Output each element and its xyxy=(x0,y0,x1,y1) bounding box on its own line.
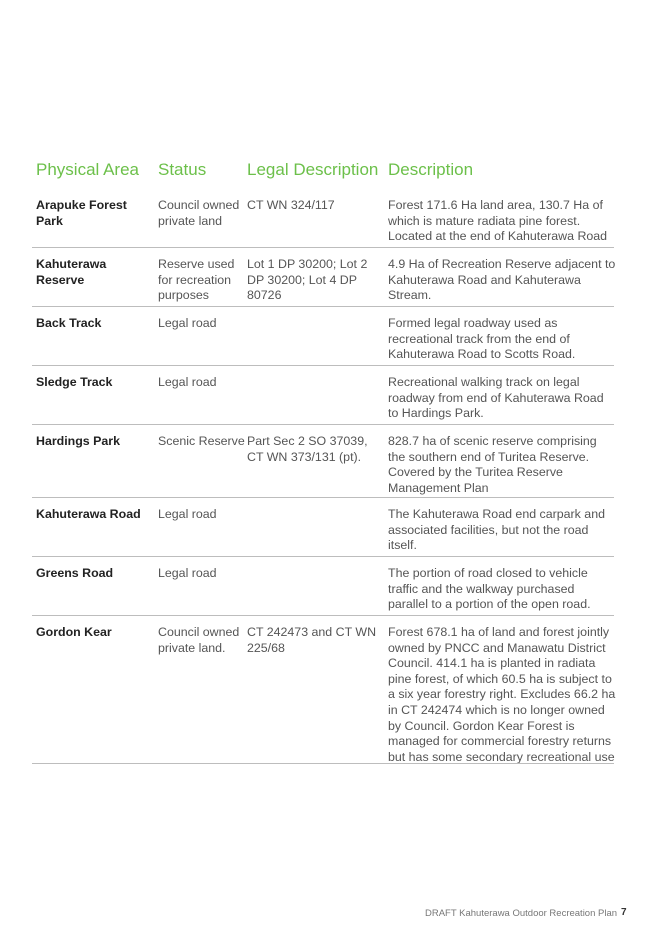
description-cell: 828.7 ha of scenic reserve comprising th… xyxy=(388,434,597,495)
status-cell: Council owned private land. xyxy=(158,625,240,655)
status-cell: Legal road xyxy=(158,375,217,389)
description-cell: The portion of road closed to vehicle tr… xyxy=(388,566,591,612)
physical-area-cell: Sledge Track xyxy=(36,375,113,389)
physical-area-cell: Kahuterawa Road xyxy=(36,507,141,521)
footer-title: DRAFT Kahuterawa Outdoor Recreation Plan xyxy=(425,908,618,919)
description-cell: The Kahuterawa Road end carpark and asso… xyxy=(388,507,605,553)
header-physical-area: Physical Area xyxy=(36,160,139,179)
legal-description-cell: CT WN 324/117 xyxy=(247,198,335,212)
description-cell: Recreational walking track on legal road… xyxy=(388,375,604,421)
status-cell: Reserve used for recreation purposes xyxy=(158,257,235,303)
status-cell: Legal road xyxy=(158,507,217,521)
header-status: Status xyxy=(158,160,207,179)
description-cell: 4.9 Ha of Recreation Reserve adjacent to… xyxy=(388,257,616,303)
legal-description-cell: Lot 1 DP 30200; Lot 2 DP 30200; Lot 4 DP… xyxy=(247,257,368,303)
row-divider xyxy=(32,497,614,498)
status-cell: Council owned private land xyxy=(158,198,240,228)
physical-area-cell: Hardings Park xyxy=(36,434,121,448)
physical-area-cell: Gordon Kear xyxy=(36,625,112,639)
row-divider xyxy=(32,615,614,616)
row-divider xyxy=(32,763,614,764)
physical-area-cell: Greens Road xyxy=(36,566,114,580)
header-description: Description xyxy=(388,160,474,179)
status-cell: Scenic Reserve xyxy=(158,434,245,448)
physical-area-cell: Back Track xyxy=(36,316,102,330)
legal-description-cell: Part Sec 2 SO 37039, CT WN 373/131 (pt). xyxy=(247,434,368,464)
row-divider xyxy=(32,306,614,307)
description-cell: Formed legal roadway used as recreationa… xyxy=(388,316,576,362)
page-number: 7 xyxy=(621,907,627,918)
legal-description-cell: CT 242473 and CT WN 225/68 xyxy=(247,625,377,655)
row-divider xyxy=(32,247,614,248)
row-divider xyxy=(32,424,614,425)
physical-area-cell: Kahuterawa Reserve xyxy=(36,257,107,287)
physical-area-cell: Arapuke Forest Park xyxy=(36,198,127,228)
row-divider xyxy=(32,365,614,366)
status-cell: Legal road xyxy=(158,566,217,580)
status-cell: Legal road xyxy=(158,316,217,330)
row-divider xyxy=(32,556,614,557)
description-cell: Forest 171.6 Ha land area, 130.7 Ha of w… xyxy=(388,198,608,244)
header-legal-description: Legal Description xyxy=(247,160,379,179)
description-cell: Forest 678.1 ha of land and forest joint… xyxy=(388,625,616,764)
